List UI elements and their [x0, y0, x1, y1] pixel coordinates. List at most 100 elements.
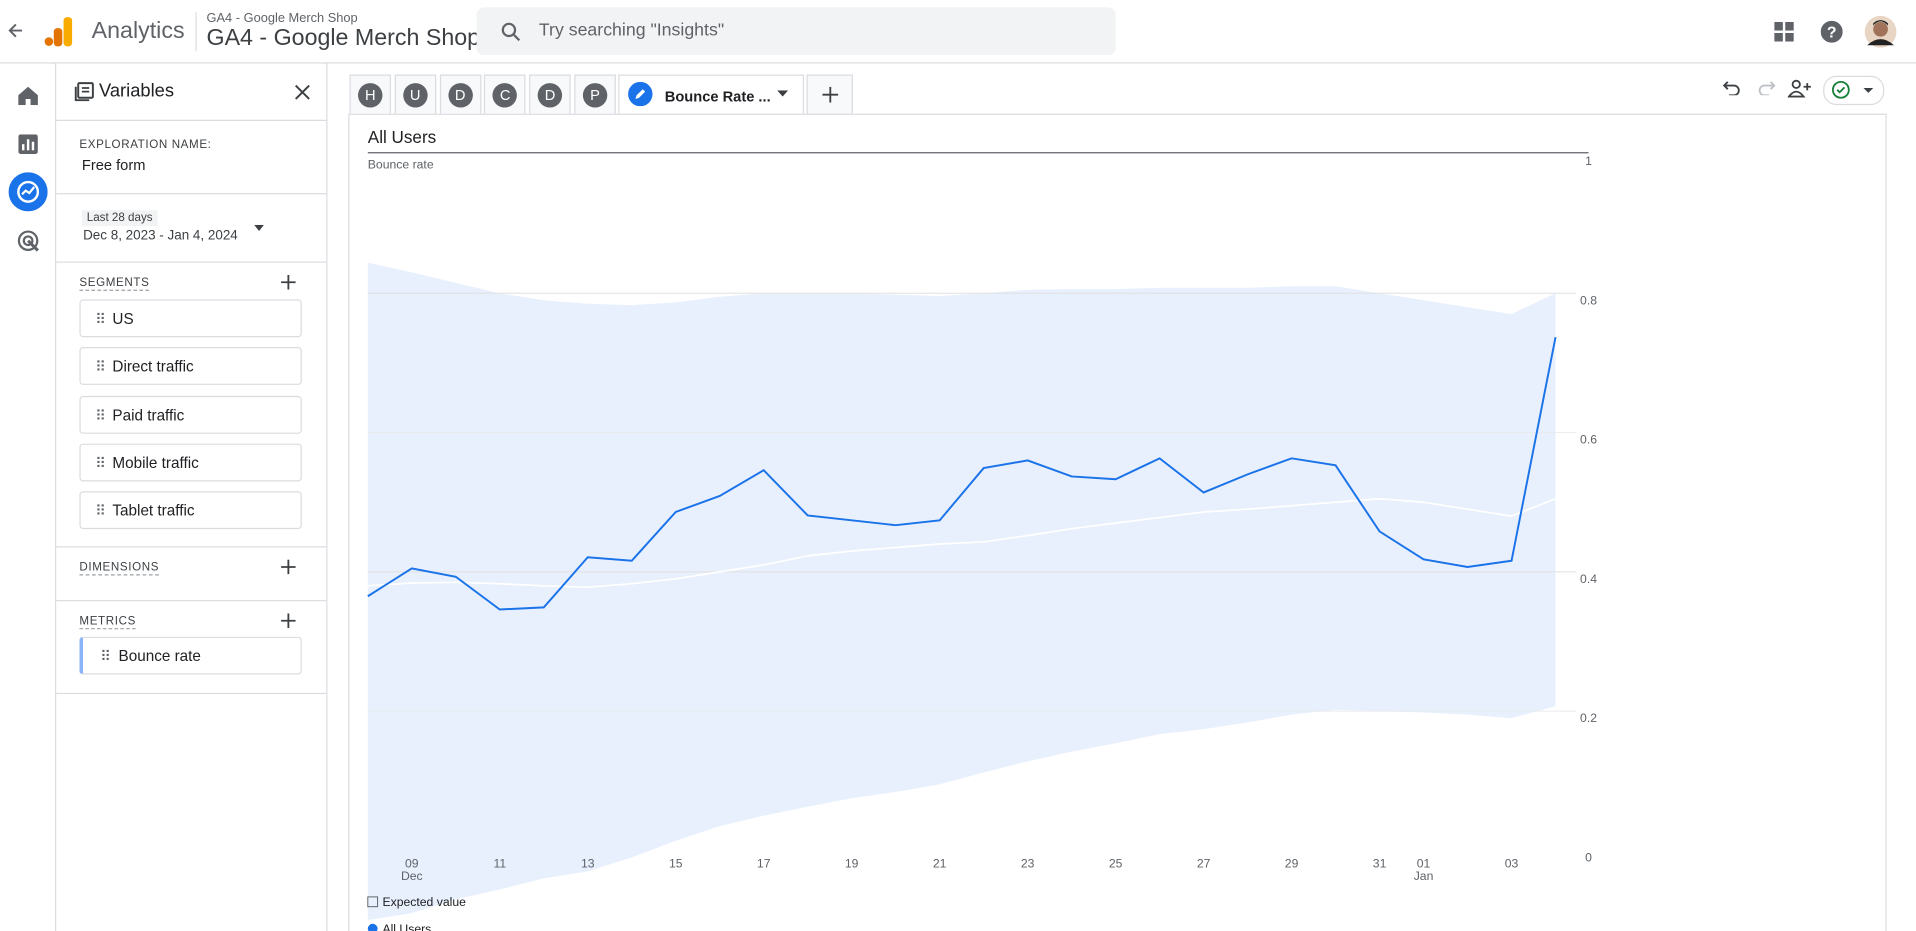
add-dimension[interactable] — [281, 559, 296, 575]
x-tick-label: 17 — [757, 857, 771, 871]
search-icon — [501, 22, 521, 42]
legend-swatch — [367, 923, 378, 931]
divider — [56, 599, 327, 602]
divider — [56, 261, 327, 263]
metrics-label: METRICS — [79, 614, 136, 630]
rail-divider — [54, 63, 57, 931]
x-tick-label: 11 — [493, 857, 506, 871]
product-name: Analytics — [91, 18, 185, 44]
segment-chip[interactable]: ⠿ Direct traffic — [79, 347, 302, 386]
date-dropdown[interactable] — [254, 224, 264, 231]
date-range[interactable]: Dec 8, 2023 - Jan 4, 2024 — [83, 228, 238, 244]
x-month-label: Jan — [1414, 869, 1434, 883]
x-tick-label: 01 — [1417, 857, 1431, 871]
advertising-nav[interactable] — [17, 230, 39, 252]
metric-name: Bounce rate — [118, 647, 201, 665]
apps-icon[interactable] — [1774, 21, 1794, 42]
tab-letter: C — [492, 83, 518, 108]
x-tick-label: 15 — [669, 857, 683, 871]
series-line — [367, 336, 1557, 611]
y-tick-label: 1 — [1585, 154, 1592, 168]
search-placeholder: Try searching "Insights" — [538, 20, 725, 41]
back-button[interactable] — [7, 22, 24, 39]
home-nav[interactable] — [17, 86, 39, 106]
redo-button[interactable] — [1758, 81, 1776, 96]
divider — [56, 119, 327, 121]
drag-handle: ⠿ — [95, 310, 106, 328]
header-divider — [0, 62, 1916, 64]
x-tick-label: 23 — [1021, 857, 1035, 871]
legend-label: Expected value — [382, 895, 466, 909]
metric-chip[interactable]: ⠿ Bounce rate — [79, 636, 302, 675]
segment-chip[interactable]: ⠿ Paid traffic — [79, 395, 302, 434]
expected-range-band — [367, 262, 1556, 921]
add-metric[interactable] — [281, 613, 296, 629]
divider — [56, 193, 327, 195]
user-avatar[interactable] — [1864, 15, 1897, 48]
x-tick-label: 31 — [1373, 857, 1387, 871]
segments-label: SEGMENTS — [79, 276, 150, 291]
divider — [56, 692, 327, 695]
divider — [56, 546, 327, 548]
svg-text:?: ? — [1827, 24, 1837, 41]
x-tick-label: 03 — [1505, 857, 1519, 871]
segment-name: Tablet traffic — [112, 502, 195, 520]
y-tick-label: 0.4 — [1580, 572, 1597, 586]
active-tab[interactable]: Bounce Rate ... — [618, 74, 805, 114]
segment-name: Paid traffic — [112, 406, 185, 424]
save-status[interactable] — [1823, 75, 1885, 106]
close-button[interactable] — [294, 84, 310, 100]
segment-name: Mobile traffic — [112, 454, 199, 472]
dimensions-label: DIMENSIONS — [79, 560, 160, 576]
tab-letter: D — [447, 83, 473, 108]
legend-label: All Users — [382, 922, 431, 931]
plus-icon — [822, 86, 839, 103]
account-name[interactable]: GA4 - Google Merch Shop — [206, 10, 358, 26]
status-dropdown — [1863, 87, 1874, 93]
add-segment[interactable] — [281, 274, 296, 290]
expected-line — [367, 497, 1556, 589]
drag-handle: ⠿ — [95, 502, 106, 520]
search-box[interactable]: Try searching "Insights" — [476, 7, 1116, 55]
segment-chip[interactable]: ⠿ US — [79, 299, 302, 338]
x-tick-label: 29 — [1285, 857, 1299, 871]
drag-handle: ⠿ — [95, 454, 106, 472]
segment-chip[interactable]: ⠿ Mobile traffic — [79, 443, 302, 482]
x-tick-label: 25 — [1109, 857, 1123, 871]
panel-title: Variables — [98, 80, 175, 102]
property-name[interactable]: GA4 - Google Merch Shop — [206, 25, 481, 52]
segment-name: Direct traffic — [112, 358, 194, 376]
legend-swatch — [367, 896, 379, 908]
segment-name: US — [112, 310, 134, 328]
variables-icon — [74, 82, 94, 102]
tab-letter: D — [537, 83, 563, 108]
edit-icon — [628, 81, 653, 107]
x-tick-label: 27 — [1197, 857, 1211, 871]
x-tick-label: 21 — [933, 857, 947, 871]
add-tab[interactable] — [806, 74, 853, 114]
share-button[interactable] — [1787, 79, 1812, 98]
reports-nav[interactable] — [18, 134, 38, 154]
analytics-logo — [44, 17, 73, 47]
tab-menu[interactable] — [777, 90, 789, 97]
explore-nav[interactable] — [8, 172, 48, 212]
help-icon[interactable]: ? — [1820, 20, 1843, 43]
y-tick-label: 0.8 — [1580, 293, 1597, 307]
drag-handle: ⠿ — [95, 406, 106, 424]
x-tick-label: 13 — [581, 857, 595, 871]
tab-letter: P — [582, 83, 608, 108]
y-tick-label: 0 — [1585, 850, 1592, 864]
tab-title: Bounce Rate ... — [664, 87, 771, 106]
field-label: EXPLORATION NAME: — [79, 138, 212, 152]
segment-chip[interactable]: ⠿ Tablet traffic — [79, 491, 302, 530]
y-tick-label: 0.6 — [1580, 433, 1597, 447]
y-axis-label: Bounce rate — [368, 158, 434, 172]
panel-divider — [326, 63, 328, 931]
undo-button[interactable] — [1722, 81, 1740, 96]
check-icon — [1831, 80, 1850, 99]
exploration-name[interactable]: Free form — [81, 156, 146, 174]
tab-letter: U — [402, 83, 428, 108]
